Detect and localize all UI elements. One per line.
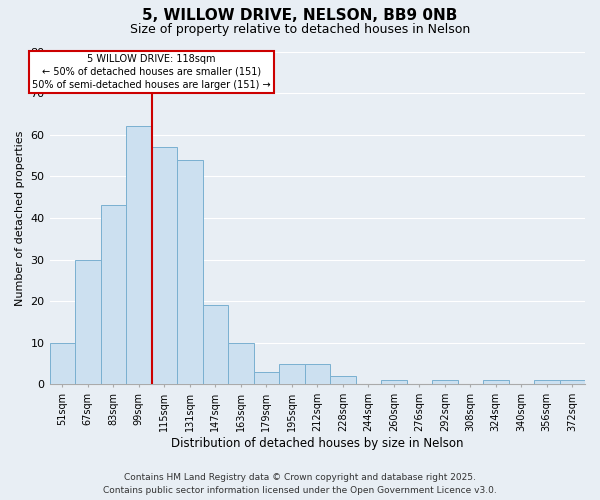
Text: 5, WILLOW DRIVE, NELSON, BB9 0NB: 5, WILLOW DRIVE, NELSON, BB9 0NB [142,8,458,22]
Y-axis label: Number of detached properties: Number of detached properties [15,130,25,306]
Bar [254,372,279,384]
Bar [126,126,152,384]
Text: 5 WILLOW DRIVE: 118sqm
← 50% of detached houses are smaller (151)
50% of semi-de: 5 WILLOW DRIVE: 118sqm ← 50% of detached… [32,54,271,90]
Bar [50,343,75,384]
Bar [560,380,585,384]
Bar [203,306,228,384]
Bar [177,160,203,384]
Bar [279,364,305,384]
Bar [152,147,177,384]
Bar [101,206,126,384]
Bar [330,376,356,384]
Bar [381,380,407,384]
X-axis label: Distribution of detached houses by size in Nelson: Distribution of detached houses by size … [171,437,464,450]
Text: Size of property relative to detached houses in Nelson: Size of property relative to detached ho… [130,22,470,36]
Bar [75,260,101,384]
Bar [432,380,458,384]
Bar [534,380,560,384]
Text: Contains HM Land Registry data © Crown copyright and database right 2025.
Contai: Contains HM Land Registry data © Crown c… [103,474,497,495]
Bar [483,380,509,384]
Bar [228,343,254,384]
Bar [305,364,330,384]
